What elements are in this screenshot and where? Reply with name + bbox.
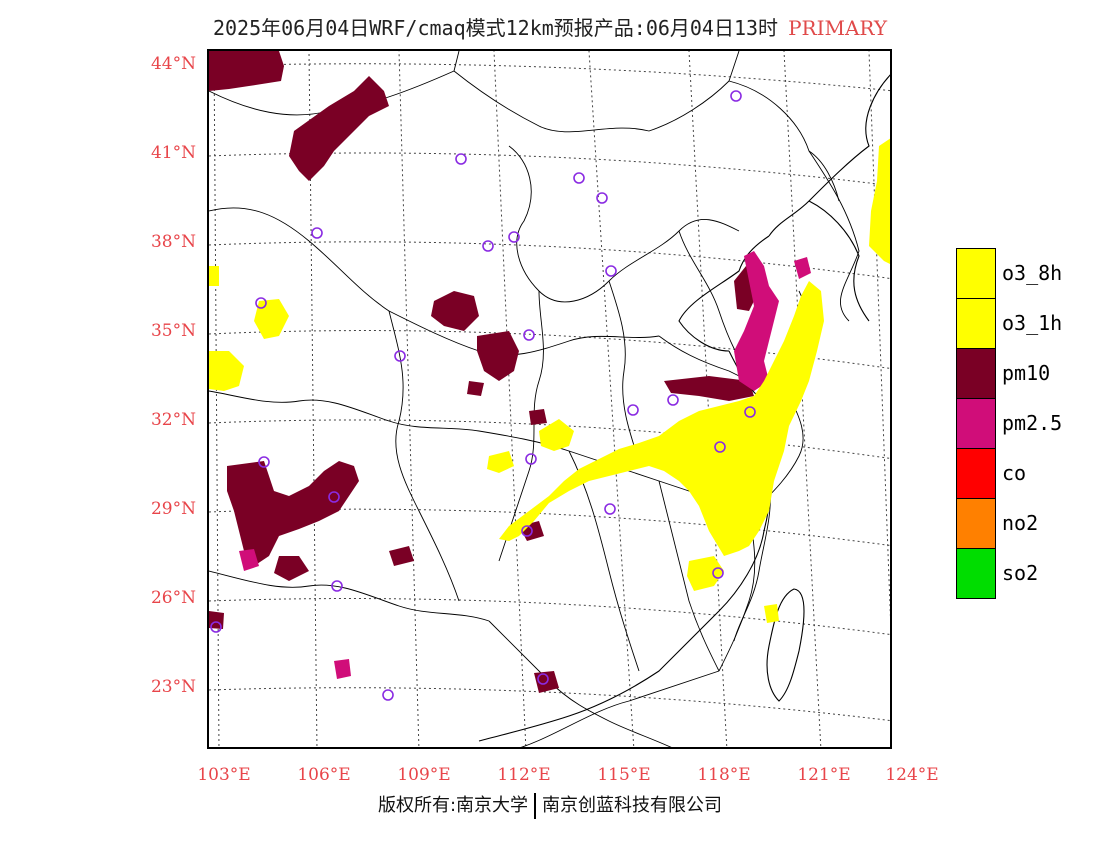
graticule-lines: [209, 51, 890, 747]
legend-label: o3_1h: [1002, 311, 1063, 335]
title-text: 2025年06月04日WRF/cmaq模式12km预报产品:06月04日13时: [212, 16, 779, 40]
legend-swatch: [956, 548, 996, 599]
legend-swatch: [956, 448, 996, 499]
lat-label: 26°N: [150, 588, 196, 608]
lat-label: 32°N: [150, 410, 196, 430]
legend-label: no2: [1002, 511, 1039, 535]
title-pollutant-tag: PRIMARY: [788, 16, 888, 40]
legend-label: pm10: [1002, 361, 1051, 385]
pollution-map: [209, 51, 890, 747]
lon-label: 124°E: [885, 765, 939, 785]
lat-label: 38°N: [150, 232, 196, 252]
lon-label: 109°E: [397, 765, 451, 785]
monitoring-stations: [210, 90, 756, 701]
lat-label: 35°N: [150, 321, 196, 341]
lon-label: 118°E: [697, 765, 751, 785]
legend-swatch: [956, 348, 996, 399]
legend-swatch: [956, 248, 996, 299]
lon-label: 106°E: [297, 765, 351, 785]
ozone-concentration: [209, 138, 890, 623]
legend-label: o3_8h: [1002, 261, 1063, 285]
lon-label: 121°E: [797, 765, 851, 785]
legend-label: pm2.5: [1002, 411, 1063, 435]
legend-swatch: [956, 498, 996, 549]
coastline: [478, 74, 890, 742]
pm10-concentration: [209, 51, 774, 693]
map-panel: [207, 49, 892, 749]
pm25-concentration: [239, 251, 811, 679]
copyright-owner: 版权所有:南京大学: [377, 795, 529, 816]
lat-label: 41°N: [150, 143, 196, 163]
legend-label: so2: [1002, 561, 1039, 585]
lat-label: 29°N: [150, 499, 196, 519]
credit-divider: [534, 793, 537, 819]
lat-label: 23°N: [150, 677, 196, 697]
lon-label: 103°E: [197, 765, 251, 785]
map-title: 2025年06月04日WRF/cmaq模式12km预报产品:06月04日13时 P…: [0, 12, 1100, 42]
lat-label: 44°N: [150, 54, 196, 74]
copyright-footer: 版权所有:南京大学 南京创蓝科技有限公司: [0, 791, 1100, 819]
lon-label: 115°E: [597, 765, 651, 785]
legend-swatch: [956, 298, 996, 349]
lon-label: 112°E: [497, 765, 551, 785]
legend-swatch: [956, 398, 996, 449]
legend-label: co: [1002, 461, 1027, 485]
copyright-company: 南京创蓝科技有限公司: [542, 795, 723, 816]
